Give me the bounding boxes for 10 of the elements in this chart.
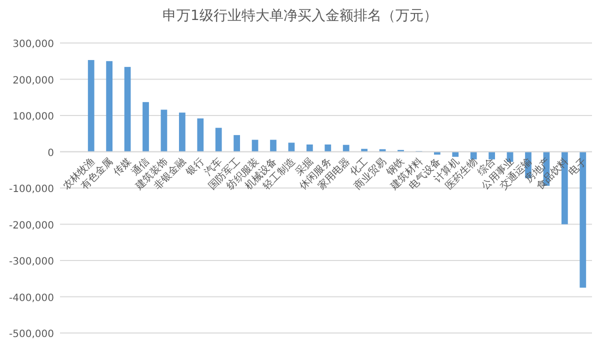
y-tick-label: 0: [48, 148, 54, 159]
chart-title: 申万1级行业特大单净买入金额排名（万元）: [162, 8, 438, 24]
y-tick-label: -500,000: [9, 329, 54, 340]
y-tick-label: 100,000: [12, 112, 54, 122]
y-tick-label: 300,000: [12, 39, 54, 50]
y-tick-label: -300,000: [9, 256, 54, 268]
y-tick-label: -100,000: [9, 184, 54, 195]
y-tick-label: 200,000: [12, 75, 54, 86]
y-tick-label: -400,000: [9, 292, 54, 304]
y-tick-label: -200,000: [9, 220, 54, 232]
